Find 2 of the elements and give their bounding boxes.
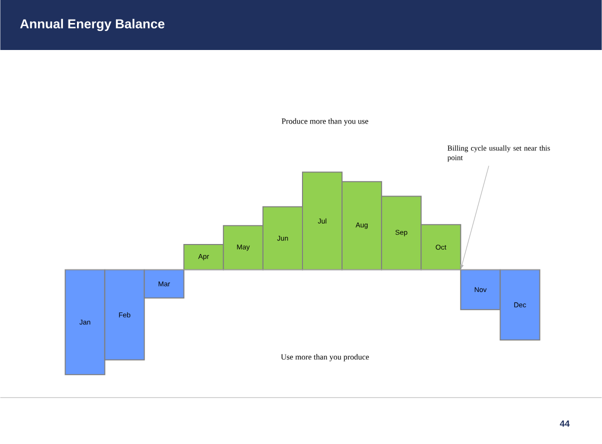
text: 44 — [560, 420, 570, 427]
chart-title: Annual Energy Balance — [20, 19, 164, 32]
